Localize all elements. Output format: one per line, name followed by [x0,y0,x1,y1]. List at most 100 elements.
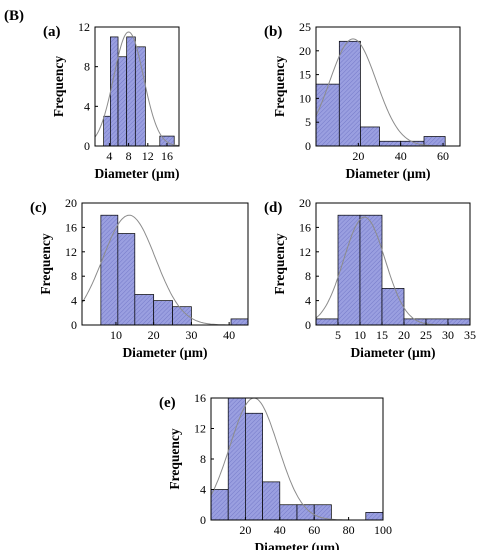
x-tick-label: 20 [352,149,364,163]
y-tick-label: 16 [299,220,311,234]
y-tick-label: 4 [71,294,77,308]
x-axis-label: Diameter (µm) [350,345,435,360]
x-tick-label: 15 [376,328,388,342]
x-tick-label: 10 [354,328,366,342]
y-tick-label: 4 [305,294,311,308]
panel-d: (d) 5 10 15 20 25 30 35 0 4 8 12 16 20 Diameter (µm) Fr… [264,196,476,360]
histogram-bar [279,504,298,521]
y-tick-label: 12 [299,245,311,259]
x-tick-label: 20 [239,523,251,537]
y-axis-label: Frequency [38,233,53,294]
y-tick-label: 8 [200,452,206,466]
y-tick-label: 12 [78,20,90,34]
y-tick-label: 5 [305,115,311,129]
x-tick-label: 60 [437,149,449,163]
y-tick-label: 0 [305,318,311,332]
histogram-bar [381,288,405,326]
y-tick-label: 20 [65,196,77,210]
histogram-bar [110,36,119,147]
x-tick-label: 30 [185,328,197,342]
panel-label: (a) [43,24,61,40]
panel-label: (c) [30,200,47,216]
fit-curve [94,31,179,147]
y-axis-label: Frequency [51,56,66,117]
panel-label: (d) [264,200,282,216]
panel-label: (b) [264,24,282,40]
y-tick-label: 8 [84,60,90,74]
x-tick-label: 12 [142,149,154,163]
y-tick-label: 8 [305,269,311,283]
plot-frame [94,26,180,147]
histogram-bar [230,318,249,326]
x-tick-label: 25 [420,328,432,342]
histogram-bar [315,83,340,147]
x-tick-label: 8 [126,149,132,163]
x-tick-label: 4 [106,149,112,163]
figure-label: (B) [4,8,24,24]
y-tick-label: 0 [71,318,77,332]
x-tick-label: 35 [464,328,476,342]
histogram-bar [153,300,173,326]
histogram-bar [338,40,361,147]
x-axis-label: Diameter (µm) [94,166,179,181]
histogram-bar [262,481,281,521]
histogram-bar [365,512,384,521]
plot-frame [81,202,249,326]
histogram-bar [245,412,263,521]
y-axis-label: Frequency [272,56,287,117]
y-tick-label: 16 [194,391,206,405]
y-tick-label: 15 [299,68,311,82]
histogram-bar [100,214,119,326]
y-tick-label: 0 [200,513,206,527]
histogram-bar [337,214,361,326]
y-axis-label: Frequency [167,428,182,489]
y-tick-label: 4 [84,99,90,113]
x-axis-label: Diameter (µm) [254,540,339,550]
y-tick-label: 8 [71,269,77,283]
y-tick-label: 20 [299,196,311,210]
x-tick-label: 40 [223,328,235,342]
panel-label: (e) [159,395,176,411]
x-tick-label: 60 [308,523,320,537]
x-tick-label: 40 [395,149,407,163]
histogram-bar [134,294,155,326]
y-tick-label: 4 [200,483,206,497]
y-tick-label: 0 [84,139,90,153]
panel-b: (b) 20 40 60 0 5 10 15 20 25 Diameter (µm) Frequenc… [264,20,461,181]
x-tick-label: 20 [148,328,160,342]
histogram-bar [103,115,111,147]
x-tick-label: 30 [442,328,454,342]
x-tick-label: 20 [398,328,410,342]
histogram-bar [315,318,339,326]
y-axis-label: Frequency [272,233,287,294]
histogram-bar [126,36,136,147]
y-tick-label: 0 [305,139,311,153]
plot-frame [315,202,471,326]
histogram-bar [423,136,446,147]
plot-frame [315,26,461,147]
histogram-bar [210,489,229,521]
x-tick-label: 10 [110,328,122,342]
y-tick-label: 16 [65,220,77,234]
panel-e: (e) 20 40 60 80 100 0 4 8 12 16 Diameter (µm) Freque… [159,391,392,550]
y-tick-label: 12 [194,422,206,436]
x-tick-label: 80 [343,523,355,537]
histogram-bar [379,140,402,147]
x-tick-label: 16 [161,149,173,163]
x-tick-label: 40 [274,523,286,537]
y-tick-label: 12 [65,245,77,259]
histogram-bar [227,397,246,521]
y-tick-label: 25 [299,20,311,34]
histogram-bar [447,318,471,326]
y-tick-label: 20 [299,44,311,58]
x-tick-label: 5 [335,328,341,342]
histogram-bar [360,126,380,147]
histogram-bar [117,233,136,326]
panel-c: (c) 10 20 30 40 0 4 8 12 16 20 Diameter (µm) Frequen… [30,196,249,360]
x-axis-label: Diameter (µm) [345,166,430,181]
x-tick-label: 100 [374,523,392,537]
y-tick-label: 10 [299,91,311,105]
histogram-bar [359,214,383,326]
